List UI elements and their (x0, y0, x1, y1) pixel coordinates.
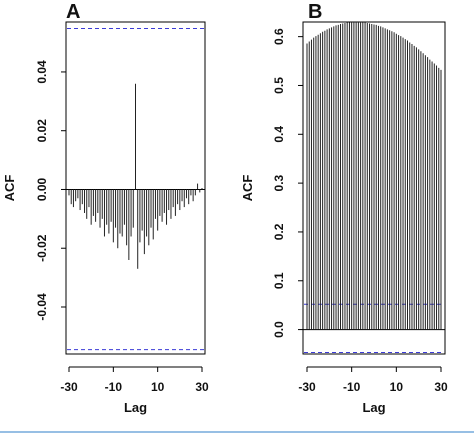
panel-b-x-tick-label: -10 (343, 380, 361, 394)
panel-b-y-axis-title: ACF (240, 175, 255, 202)
panel-a-y-tick-label: -0.02 (35, 234, 49, 262)
panel-a-spikes (68, 83, 203, 269)
panel-b-x-tick-label: 10 (390, 380, 404, 394)
panel-b-x-axis-title: Lag (362, 400, 385, 415)
panel-b-label: B (308, 1, 322, 23)
panel-b-y-tick-label: 0.0 (272, 321, 286, 338)
panel-b-x-tick-label: 30 (434, 380, 448, 394)
panel-b-y-axis: 0.0 0.1 0.2 0.3 0.4 0.5 0.6 (272, 28, 304, 338)
panel-a-y-axis-title: ACF (2, 175, 17, 202)
panel-b-x-axis: -30 -10 10 30 (298, 366, 448, 394)
panel-a-y-axis: -0.04 -0.02 0.00 0.02 0.04 (35, 60, 67, 321)
panel-a-y-tick-label: 0.00 (35, 177, 49, 201)
panel-a-x-tick-label: 10 (151, 380, 165, 394)
panel-a-x-axis: -30 -10 10 30 (60, 366, 209, 394)
panel-a-y-tick-label: 0.04 (35, 60, 49, 84)
panel-b-y-tick-label: 0.5 (272, 77, 286, 94)
panel-a-y-tick-label: -0.04 (35, 293, 49, 321)
panel-a-label: A (66, 1, 80, 23)
panel-a-confidence-band (67, 27, 204, 351)
panel-a-x-tick-label: -10 (105, 380, 123, 394)
panel-a-x-tick-label: -30 (60, 380, 78, 394)
panel-b-y-tick-label: 0.6 (272, 28, 286, 45)
panel-b-y-tick-label: 0.4 (272, 126, 286, 143)
panel-a-y-tick-label: 0.02 (35, 119, 49, 143)
panel-b: B 0.0 0.1 0.2 0.3 0.4 0.5 0.6 -30 -10 10 30 Lag A… (240, 1, 448, 415)
panel-b-spikes (306, 22, 442, 330)
panel-b-y-tick-label: 0.1 (272, 272, 286, 289)
panel-a: A -0.04-0.020.000.020.04 -30 -10 10 30 Lag … (2, 1, 209, 415)
panel-b-y-tick-label: 0.2 (272, 223, 286, 240)
panel-b-x-tick-label: -30 (298, 380, 316, 394)
panel-b-y-tick-label: 0.3 (272, 174, 286, 191)
panel-a-x-axis-title: Lag (124, 400, 147, 415)
panel-a-x-tick-label: 30 (195, 380, 209, 394)
